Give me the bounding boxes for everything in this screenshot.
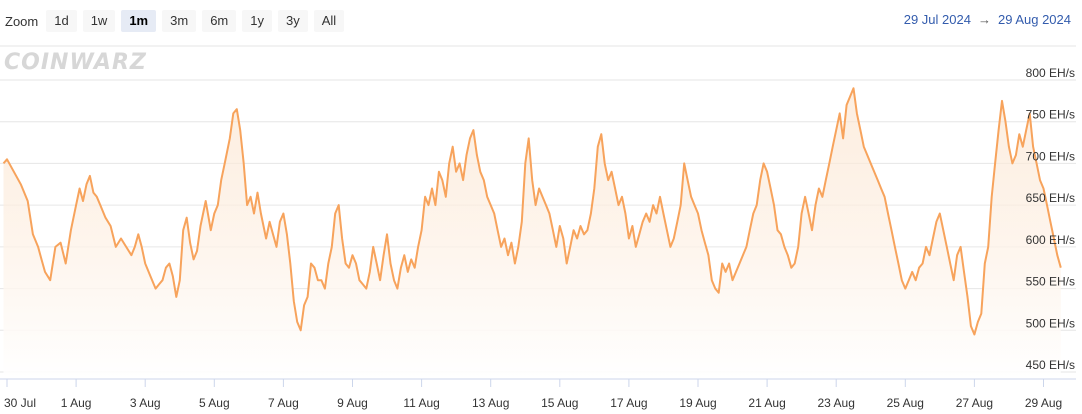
series-area — [3, 88, 1061, 379]
y-tick-label: 500 EH/s — [1026, 316, 1075, 330]
y-tick-label: 550 EH/s — [1026, 275, 1075, 289]
zoom-button-6m[interactable]: 6m — [202, 10, 237, 32]
x-tick-label: 9 Aug — [337, 396, 368, 410]
x-tick-label: 13 Aug — [472, 396, 509, 410]
date-range: 29 Jul 2024 → 29 Aug 2024 — [904, 12, 1071, 27]
x-tick-label: 17 Aug — [610, 396, 647, 410]
x-tick-label: 27 Aug — [956, 396, 993, 410]
zoom-bar: Zoom 1d 1w 1m 3m 6m 1y 3y All — [0, 8, 350, 34]
y-tick-label: 600 EH/s — [1026, 233, 1075, 247]
x-tick-label: 7 Aug — [268, 396, 299, 410]
x-tick-label: 1 Aug — [61, 396, 92, 410]
zoom-button-1m[interactable]: 1m — [121, 10, 157, 32]
y-tick-label: 650 EH/s — [1026, 191, 1075, 205]
x-tick-label: 25 Aug — [887, 396, 924, 410]
zoom-button-3y[interactable]: 3y — [277, 10, 308, 32]
y-tick-label: 750 EH/s — [1026, 108, 1075, 122]
coinwarz-logo: CΟINWARZ — [4, 50, 147, 75]
x-axis: 30 Jul 1 Aug 3 Aug 5 Aug 7 Aug 9 Aug 11 Aug 13 … — [0, 378, 1076, 410]
x-tick-label: 15 Aug — [541, 396, 578, 410]
range-from-input[interactable]: 29 Jul 2024 — [903, 12, 971, 27]
range-arrow: → — [977, 12, 991, 27]
x-tick-label: 21 Aug — [748, 396, 785, 410]
zoom-button-1y[interactable]: 1y — [242, 10, 272, 32]
zoom-button-3m[interactable]: 3m — [162, 10, 197, 32]
y-tick-label: 800 EH/s — [1026, 66, 1075, 80]
zoom-label: Zoom — [5, 13, 39, 29]
range-to-input[interactable]: 29 Aug 2024 — [997, 12, 1071, 27]
y-tick-label: 450 EH/s — [1026, 358, 1075, 372]
x-tick-label: 19 Aug — [679, 396, 716, 410]
x-tick-label: 23 Aug — [818, 396, 855, 410]
x-tick-label: 11 Aug — [403, 396, 439, 410]
zoom-button-1w[interactable]: 1w — [82, 10, 116, 32]
x-tick-label: 5 Aug — [199, 396, 230, 410]
zoom-button-all[interactable]: All — [313, 10, 345, 32]
series-line — [2, 87, 1062, 336]
x-tick-label: 3 Aug — [130, 396, 161, 410]
x-tick-label: 30 Jul — [4, 396, 36, 410]
y-axis: 450 EH/s 500 EH/s 550 EH/s 600 EH/s 650 EH/s… — [1026, 66, 1075, 372]
y-tick-label: 700 EH/s — [1026, 149, 1075, 163]
zoom-button-1d[interactable]: 1d — [46, 10, 77, 32]
x-tick-label: 29 Aug — [1025, 396, 1062, 410]
